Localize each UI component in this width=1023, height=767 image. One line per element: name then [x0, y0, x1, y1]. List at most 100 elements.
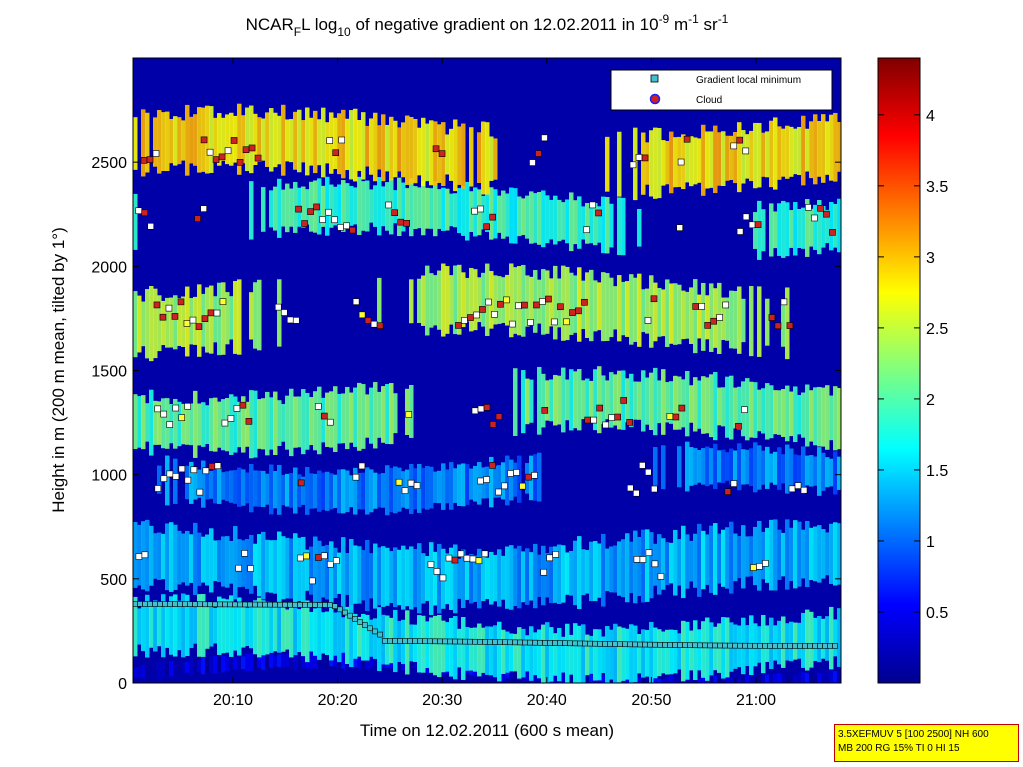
heatmap-column — [645, 142, 650, 185]
heatmap-column — [397, 467, 402, 512]
heatmap-column — [325, 651, 330, 670]
heatmap-column — [273, 471, 278, 509]
heatmap-column — [781, 454, 786, 484]
heatmap-column — [597, 282, 602, 331]
heatmap-column — [513, 188, 518, 244]
colorbar-tick-label: 0.5 — [926, 605, 948, 622]
heatmap-column — [661, 369, 666, 435]
cloud-marker — [595, 209, 602, 217]
heatmap-column — [773, 117, 778, 190]
heatmap-column — [457, 188, 462, 234]
heatmap-column — [293, 111, 298, 170]
heatmap-column — [585, 550, 590, 594]
heatmap-column — [417, 543, 422, 614]
heatmap-column — [561, 545, 566, 603]
heatmap-column — [161, 300, 166, 346]
heatmap-column — [361, 384, 366, 449]
heatmap-column — [237, 467, 242, 507]
heatmap-column — [825, 209, 830, 244]
heatmap-column — [585, 378, 590, 421]
heatmap-column — [805, 673, 810, 683]
gradient-minimum-marker — [577, 640, 583, 647]
heatmap-column — [649, 532, 654, 599]
heatmap-column — [681, 620, 686, 682]
heatmap-column — [805, 520, 810, 588]
heatmap-column — [685, 441, 690, 492]
heatmap-column — [701, 448, 706, 485]
heatmap-column — [557, 544, 562, 605]
heatmap-column — [833, 112, 838, 182]
heatmap-column — [393, 190, 398, 224]
gradient-minimum-marker — [137, 601, 143, 607]
layer-marker — [800, 486, 808, 494]
layer-marker — [286, 316, 294, 324]
heatmap-column — [365, 394, 370, 438]
heatmap-column — [333, 612, 338, 656]
heatmap-column — [585, 675, 590, 683]
heatmap-column — [765, 383, 770, 440]
layer-marker — [491, 311, 498, 318]
heatmap-column — [457, 126, 462, 185]
heatmap-column — [205, 469, 210, 500]
heatmap-column — [253, 543, 258, 586]
heatmap-column — [133, 667, 138, 678]
heatmap-column — [605, 136, 610, 192]
gradient-minimum-marker — [572, 640, 578, 647]
heatmap-column — [689, 447, 694, 486]
heatmap-column — [369, 189, 374, 223]
heatmap-column — [825, 670, 830, 683]
heatmap-column — [385, 465, 390, 516]
gradient-minimum-marker — [612, 641, 618, 647]
heatmap-column — [441, 263, 446, 337]
heatmap-column — [225, 656, 230, 672]
heatmap-column — [209, 656, 214, 674]
gradient-minimum-marker — [407, 638, 413, 644]
heatmap-column — [353, 108, 358, 182]
heatmap-column — [793, 386, 798, 443]
heatmap-column — [441, 620, 446, 673]
heatmap-column — [773, 625, 778, 661]
heatmap-column — [133, 596, 138, 657]
heatmap-column — [149, 286, 154, 362]
heatmap-column — [729, 521, 734, 594]
heatmap-column — [601, 533, 606, 607]
heatmap-column — [629, 541, 634, 593]
gradient-minimum-marker — [197, 601, 203, 608]
heatmap-column — [377, 473, 382, 508]
x-axis: 20:10 20:20 20:30 20:40 20:50 21:00 — [213, 58, 776, 709]
heatmap-column — [157, 532, 162, 580]
heatmap-column — [213, 607, 218, 644]
layer-marker — [471, 207, 478, 215]
heatmap-column — [809, 208, 814, 247]
heatmap-column — [349, 604, 354, 668]
heatmap-column — [705, 534, 710, 585]
gradient-minimum-marker — [437, 638, 443, 645]
heatmap-column — [833, 386, 838, 451]
heatmap-column — [641, 289, 646, 333]
heatmap-column — [385, 124, 390, 172]
heatmap-column — [357, 653, 362, 669]
heatmap-column — [829, 668, 834, 683]
heatmap-column — [601, 675, 606, 683]
heatmap-column — [693, 678, 698, 683]
heatmap-column — [493, 465, 498, 498]
layer-marker — [326, 418, 334, 426]
heatmap-column — [737, 678, 742, 683]
heatmap-column — [593, 541, 598, 602]
layer-marker — [741, 406, 748, 413]
cloud-marker — [177, 298, 185, 306]
heatmap-column — [825, 121, 830, 175]
gradient-minimum-marker — [752, 642, 758, 649]
heatmap-column — [381, 386, 386, 443]
heatmap-column — [813, 114, 818, 185]
heatmap-column — [473, 555, 478, 602]
heatmap-column — [789, 674, 794, 683]
gradient-minimum-marker — [737, 642, 743, 649]
gradient-minimum-marker — [402, 638, 408, 644]
layer-marker — [531, 472, 538, 479]
heatmap-column — [173, 594, 178, 657]
gradient-minimum-marker — [757, 643, 763, 649]
x-tick-label: 20:10 — [213, 692, 253, 709]
heatmap-column — [349, 186, 354, 226]
heatmap-column — [337, 552, 342, 594]
